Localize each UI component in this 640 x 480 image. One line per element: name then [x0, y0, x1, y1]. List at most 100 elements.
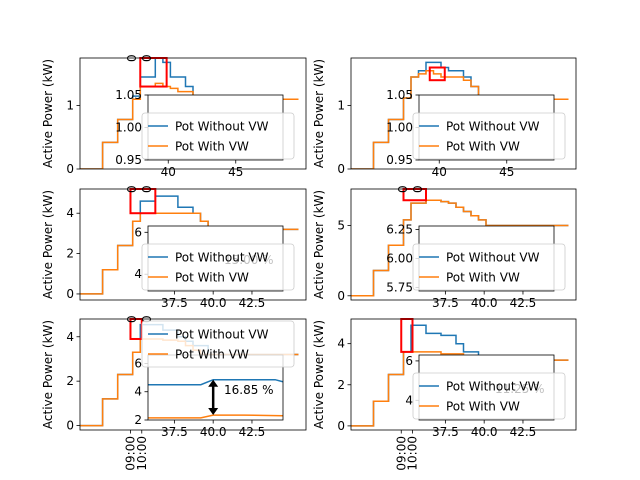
- y-tick-label: 0: [66, 287, 74, 301]
- y-axis-label: Active Power (kW): [41, 190, 55, 299]
- inset-x-tick-label: 40.0: [471, 296, 498, 310]
- x-tick-label: 10:00: [406, 436, 420, 471]
- inset-rotated-label: 0: [140, 54, 154, 62]
- inset-x-tick-label: 40.0: [200, 425, 227, 439]
- legend-box: [412, 243, 566, 291]
- inset-axes: 2 4 6 37.5 40.0 42.5: [134, 354, 284, 439]
- inset-y-tick-label: 1.00: [386, 121, 413, 135]
- legend: Pot Without VW Pot With VW: [412, 112, 566, 160]
- inset-y-tick-label: 6.25: [386, 222, 413, 236]
- panel-row1-right: 0 1 Active Power (kW) 0.95 1.00 1.05 40 45 Pot W…: [312, 57, 577, 179]
- y-tick-label: 0: [337, 289, 345, 303]
- legend: Pot Without VW Pot With VW: [412, 243, 566, 291]
- y-tick-label: 1: [337, 99, 345, 113]
- y-axis-label: Active Power (kW): [312, 59, 326, 168]
- arrow-head-down: [208, 408, 219, 416]
- legend-label: Pot Without VW: [446, 380, 540, 394]
- y-tick-label: 2: [66, 247, 74, 261]
- inset-rotated-label: 0: [125, 54, 139, 62]
- legend-label: Pot With VW: [446, 140, 520, 154]
- inset-x-tick-label: 40.0: [200, 296, 227, 310]
- legend-box: [141, 243, 295, 291]
- legend: Pot Without VW Pot With VW: [141, 320, 295, 368]
- inset-x-tick-label: 37.5: [161, 425, 188, 439]
- percent-annotation: 16.85 %: [224, 383, 274, 397]
- legend-label: Pot With VW: [446, 271, 520, 285]
- inset-x-tick-label: 42.5: [239, 425, 266, 439]
- inset-x-tick-label: 40: [161, 165, 176, 179]
- legend-label: Pot Without VW: [175, 120, 269, 134]
- inset-y-tick-label: 5.75: [386, 281, 413, 295]
- percent-annotation: 11.25 %: [495, 382, 545, 396]
- y-tick-label: 5: [337, 219, 345, 233]
- y-axis-label: Active Power (kW): [312, 190, 326, 299]
- y-tick-label: 2: [66, 374, 74, 388]
- inset-x-tick-label: 42.5: [510, 425, 537, 439]
- axes-frame: [79, 57, 307, 170]
- inset-x-tick-label: 37.5: [432, 425, 459, 439]
- inset-y-tick-label: 1.05: [115, 88, 142, 102]
- y-tick-label: 0: [66, 162, 74, 176]
- legend: Pot Without VW Pot With VW: [141, 243, 295, 291]
- legend-label: Pot Without VW: [175, 251, 269, 265]
- inset-x-tick-label: 42.5: [239, 296, 266, 310]
- zoom-highlight-box: [428, 66, 446, 82]
- y-axis-label: Active Power (kW): [312, 320, 326, 429]
- x-tick-label: 09:00: [123, 436, 137, 471]
- inset-x-tick-label: 40: [432, 165, 447, 179]
- inset-x-tick-label: 37.5: [432, 296, 459, 310]
- inset-y-tick-label: 4: [134, 385, 142, 399]
- legend: Pot Without VW Pot With VW: [412, 372, 566, 420]
- y-tick-label: 4: [66, 330, 74, 344]
- inset-y-tick-label: 4: [134, 267, 142, 281]
- inset-series-line-without-vw: [148, 378, 283, 386]
- x-tick-label: 10:00: [135, 436, 149, 471]
- inset-x-tick-label: 40.0: [471, 425, 498, 439]
- legend-box: [412, 372, 566, 420]
- legend-label: Pot With VW: [175, 140, 249, 154]
- y-tick-label: 4: [66, 206, 74, 220]
- axes-frame: [350, 57, 577, 170]
- percent-annotation: 15.00 %: [224, 253, 274, 267]
- legend-box: [141, 320, 295, 368]
- inset-x-tick-label: 42.5: [510, 296, 537, 310]
- y-axis-label: Active Power (kW): [41, 59, 55, 168]
- legend-label: Pot With VW: [175, 271, 249, 285]
- y-tick-label: 0: [66, 419, 74, 433]
- x-tick-label: 09:00: [394, 436, 408, 471]
- y-tick-label: 0: [337, 162, 345, 176]
- inset-rotated-label: 0: [140, 185, 154, 193]
- legend-label: Pot Without VW: [446, 120, 540, 134]
- inset-rotated-label: 0: [396, 185, 410, 193]
- legend-label: Pot Without VW: [446, 251, 540, 265]
- inset-y-tick-label: 6: [134, 225, 142, 239]
- axes-frame: [350, 318, 577, 431]
- inset-y-tick-label: 1.00: [115, 121, 142, 135]
- inset-y-tick-label: 6: [405, 354, 413, 368]
- inset-rotated-label: 0: [125, 315, 139, 323]
- inset-y-tick-label: 1.05: [386, 88, 413, 102]
- inset-y-tick-label: 2: [134, 413, 142, 427]
- inset-rotated-label: 0: [140, 315, 154, 323]
- y-tick-label: 2: [337, 378, 345, 392]
- series-line-with-vw: [351, 199, 569, 297]
- axes-frame: [79, 318, 307, 431]
- inset-y-tick-label: 6: [134, 356, 142, 370]
- y-axis-label: Active Power (kW): [41, 320, 55, 429]
- legend-label: Pot With VW: [175, 348, 249, 362]
- inset-series-line-with-vw: [148, 414, 283, 419]
- inset-rotated-label: 0: [125, 185, 139, 193]
- inset-x-tick-label: 45: [228, 165, 243, 179]
- legend-box: [412, 112, 566, 160]
- inset-y-tick-label: 6.00: [386, 252, 413, 266]
- legend-label: Pot Without VW: [175, 328, 269, 342]
- y-tick-label: 4: [337, 337, 345, 351]
- legend: Pot Without VW Pot With VW: [141, 112, 295, 160]
- legend-label: Pot With VW: [446, 400, 520, 414]
- arrow-head-up: [208, 379, 219, 387]
